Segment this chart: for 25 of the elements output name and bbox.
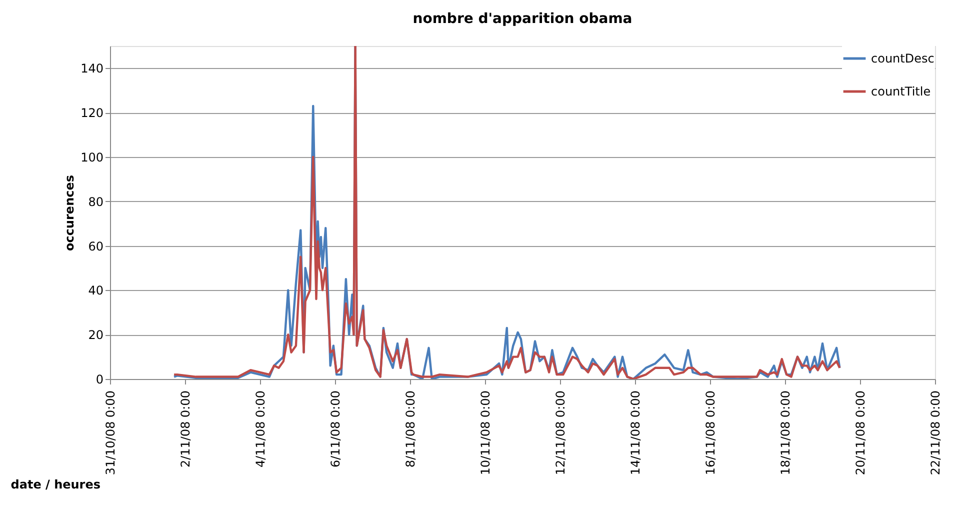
y-tick-label: 60 <box>88 239 104 254</box>
chart-title: nombre d'apparition obama <box>412 11 632 27</box>
x-tick-label: 4/11/08 0:00 <box>254 390 268 468</box>
x-tick-label: 6/11/08 0:00 <box>328 390 342 468</box>
y-tick-label: 0 <box>96 372 104 386</box>
y-tick-label: 140 <box>80 62 104 76</box>
x-tick-label: 20/11/08 0:00 <box>854 390 868 476</box>
y-tick-label: 120 <box>80 106 104 120</box>
legend-label: countDesc <box>871 52 934 66</box>
x-tick-label: 16/11/08 0:00 <box>704 390 718 476</box>
x-tick-label: 8/11/08 0:00 <box>404 390 418 468</box>
y-tick-label: 20 <box>88 328 104 342</box>
x-tick-label: 2/11/08 0:00 <box>178 390 192 468</box>
x-tick-label: 18/11/08 0:00 <box>778 390 792 476</box>
y-axis-title: occurences <box>62 174 77 252</box>
x-tick-label: 31/10/08 0:00 <box>104 390 118 476</box>
x-tick-label: 14/11/08 0:00 <box>628 390 642 476</box>
y-tick-label: 100 <box>80 150 104 164</box>
x-tick-label: 12/11/08 0:00 <box>554 390 568 476</box>
x-tick-label: 10/11/08 0:00 <box>478 390 492 476</box>
x-tick-label: 22/11/08 0:00 <box>928 390 942 476</box>
legend-label: countTitle <box>871 84 931 98</box>
y-tick-label: 40 <box>88 284 104 298</box>
x-axis-title: date / heures <box>10 478 100 492</box>
y-tick-label: 80 <box>88 194 104 209</box>
